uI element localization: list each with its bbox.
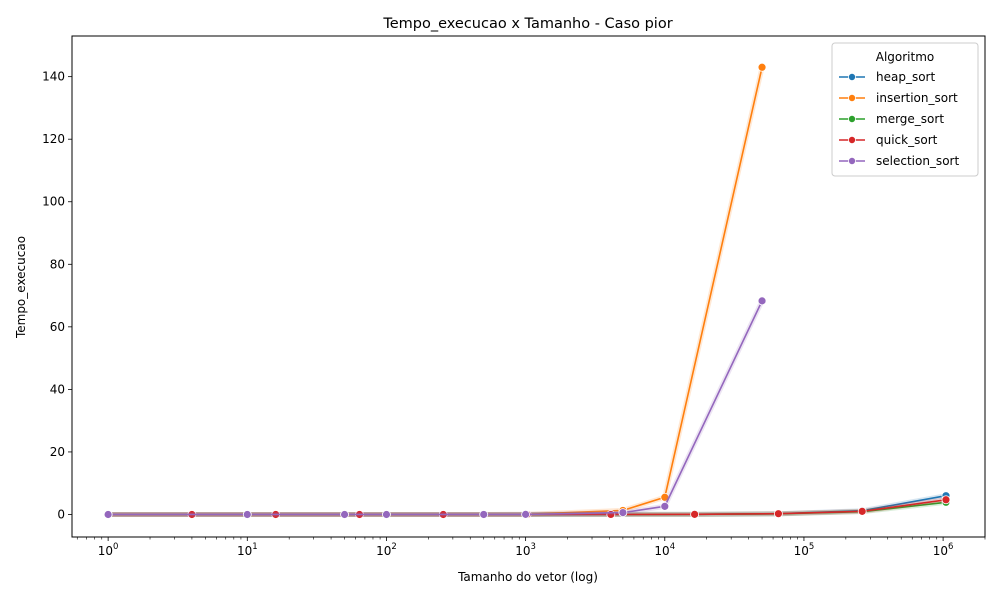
x-tick-label: 104 xyxy=(654,542,675,558)
legend-label-heap_sort: heap_sort xyxy=(876,70,935,84)
y-tick-label: 120 xyxy=(42,132,65,146)
series-band-selection_sort xyxy=(108,299,765,517)
series-line-insertion_sort xyxy=(108,67,763,516)
y-tick-label: 100 xyxy=(42,195,65,209)
series-line-selection_sort xyxy=(108,300,763,516)
legend-marker-selection_sort xyxy=(848,156,857,165)
x-tick-label: 106 xyxy=(933,542,954,558)
data-point-selection_sort xyxy=(660,501,670,511)
legend-label-merge_sort: merge_sort xyxy=(876,112,944,126)
chart-title: Tempo_execucao x Tamanho - Caso pior xyxy=(382,16,672,32)
data-point-insertion_sort xyxy=(757,62,767,72)
x-tick-label: 101 xyxy=(237,542,258,558)
data-point-selection_sort xyxy=(340,510,349,519)
legend-marker-heap_sort xyxy=(848,73,857,82)
data-point-selection_sort xyxy=(103,510,113,519)
series-band-insertion_sort xyxy=(108,66,765,517)
data-point-selection_sort xyxy=(757,296,767,306)
data-point-quick_sort xyxy=(774,509,783,519)
data-point-quick_sort xyxy=(857,506,867,516)
legend-title: Algoritmo xyxy=(876,50,935,64)
legend-marker-insertion_sort xyxy=(848,94,857,103)
y-tick-label: 40 xyxy=(50,382,65,396)
data-point-selection_sort xyxy=(382,510,391,519)
y-tick-label: 0 xyxy=(57,507,65,521)
legend-label-quick_sort: quick_sort xyxy=(876,133,938,147)
y-tick-label: 80 xyxy=(50,257,65,271)
x-tick-label: 103 xyxy=(515,542,536,558)
plot-area xyxy=(71,35,986,538)
y-tick-label: 140 xyxy=(42,70,65,84)
data-point-quick_sort xyxy=(690,509,700,519)
legend-box xyxy=(831,42,979,177)
data-point-selection_sort xyxy=(242,510,252,519)
x-tick-label: 100 xyxy=(98,542,119,558)
legend-label-selection_sort: selection_sort xyxy=(876,154,959,168)
x-tick-label: 102 xyxy=(376,542,397,558)
data-point-selection_sort xyxy=(479,510,489,519)
data-point-selection_sort xyxy=(618,508,628,518)
x-tick-label: 105 xyxy=(794,542,815,558)
legend-label-insertion_sort: insertion_sort xyxy=(876,91,958,105)
y-axis-title: Tempo_execucao xyxy=(14,236,28,339)
y-tick-label: 20 xyxy=(50,445,65,459)
y-tick-label: 60 xyxy=(50,320,65,334)
legend-marker-quick_sort xyxy=(848,135,857,144)
x-axis-title: Tamanho do vetor (log) xyxy=(457,570,598,584)
legend-marker-merge_sort xyxy=(848,115,857,124)
legend: Algoritmo heap_sort insertion_sort merge_s… xyxy=(831,42,979,177)
data-point-quick_sort xyxy=(941,495,951,505)
data-point-selection_sort xyxy=(521,509,531,519)
